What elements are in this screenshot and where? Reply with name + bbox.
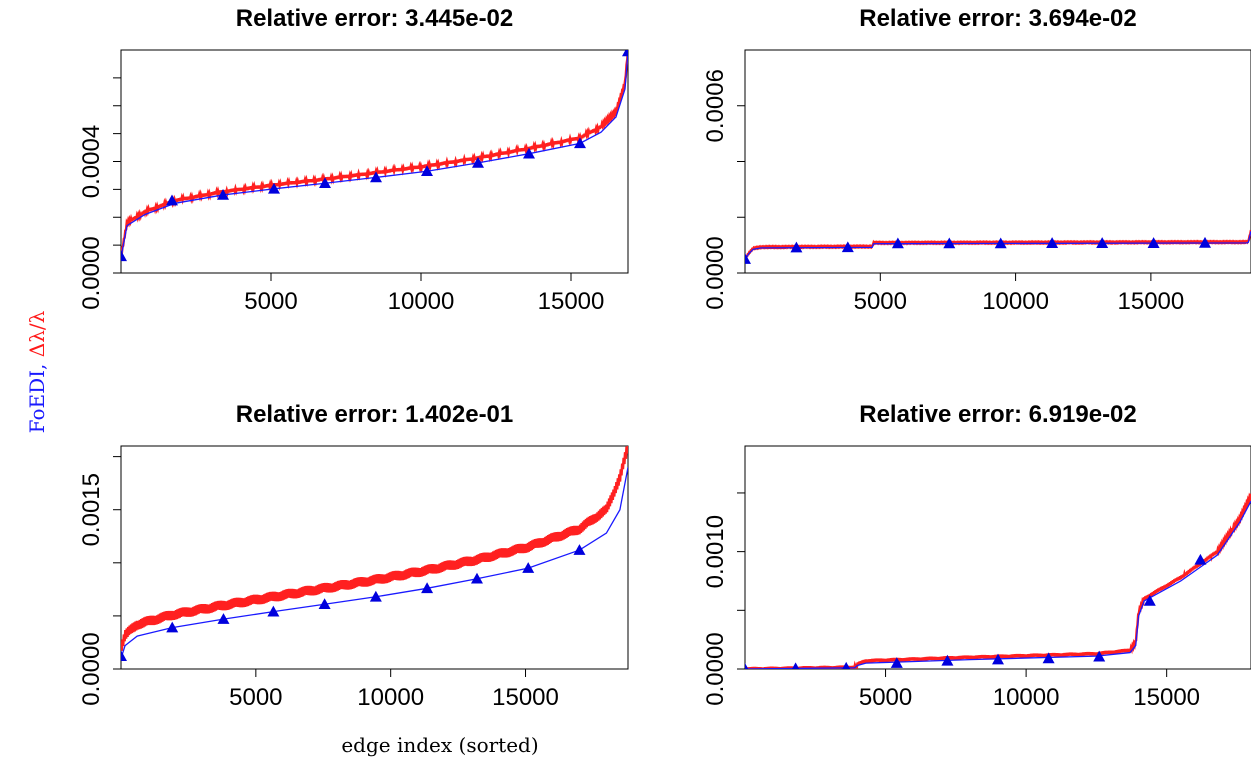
foedi-marker (523, 147, 535, 159)
chart-panel: Relative error: 1.402e-01 5000 10000 15000 0… (78, 401, 629, 711)
foedi-marker (745, 253, 751, 264)
x-tick-label: 10000 (357, 684, 424, 711)
foedi-marker (166, 194, 178, 206)
x-axis-label: edge index (sorted) (341, 733, 538, 757)
x-tick-label: 5000 (229, 684, 282, 711)
chart-title: Relative error: 3.694e-02 (859, 5, 1137, 32)
foedi-marker (370, 171, 382, 183)
foedi-series-line (745, 500, 1251, 669)
foedi-marker (790, 241, 803, 253)
y-axis-label: FoEDI, Δλ/λ (25, 310, 49, 433)
plot-frame (744, 445, 1251, 670)
chart-title: Relative error: 1.402e-01 (236, 401, 514, 428)
foedi-marker (1046, 237, 1059, 248)
foedi-marker (470, 572, 483, 584)
foedi-marker (318, 598, 331, 610)
foedi-marker (421, 165, 433, 177)
foedi-marker (1042, 652, 1055, 664)
foedi-marker (217, 188, 229, 200)
y-axis-label-part: FoEDI, (25, 357, 49, 433)
y-tick-label: 0.0010 (702, 515, 729, 588)
foedi-marker (267, 605, 280, 617)
delta-lambda-series-line (745, 492, 1251, 669)
delta-lambda-series-line (121, 50, 628, 256)
foedi-series-line (121, 467, 628, 659)
foedi-marker (1147, 237, 1160, 248)
foedi-marker (121, 650, 127, 662)
foedi-marker (1199, 236, 1211, 248)
foedi-series-line (121, 51, 628, 258)
foedi-marker (166, 621, 179, 633)
foedi-marker (574, 137, 586, 149)
foedi-marker (573, 544, 586, 555)
plot-frame (120, 49, 629, 274)
y-tick-label: 0.0000 (78, 236, 105, 309)
x-tick-label: 15000 (1133, 684, 1200, 711)
chart-panel: Relative error: 3.445e-02 5000 10000 15000 0… (78, 5, 629, 315)
delta-lambda-series-line (121, 446, 628, 651)
x-tick-label: 15000 (492, 684, 559, 711)
foedi-marker (369, 590, 382, 602)
foedi-marker (992, 653, 1004, 665)
foedi-marker (522, 562, 535, 573)
foedi-marker (891, 237, 904, 249)
foedi-marker (941, 654, 954, 666)
x-tick-label: 10000 (388, 288, 455, 315)
foedi-marker (994, 237, 1007, 249)
foedi-marker (890, 657, 903, 668)
y-tick-label: 0.0000 (78, 632, 105, 705)
chart-title: Relative error: 6.919e-02 (859, 401, 1137, 428)
x-tick-label: 5000 (859, 684, 912, 711)
y-tick-label: 0.0000 (702, 236, 729, 309)
foedi-marker (943, 237, 956, 249)
foedi-series-line (745, 231, 1251, 260)
x-tick-label: 15000 (538, 288, 605, 315)
foedi-marker (622, 50, 628, 57)
chart-panel: Relative error: 6.919e-02 5000 10000 15000 0… (702, 401, 1251, 711)
foedi-marker (791, 662, 800, 669)
foedi-marker (472, 156, 484, 168)
x-tick-label: 5000 (244, 288, 297, 315)
x-tick-label: 10000 (982, 288, 1049, 315)
foedi-marker (217, 613, 230, 624)
x-tick-label: 5000 (854, 288, 907, 315)
foedi-marker (1143, 594, 1156, 606)
x-tick-label: 10000 (993, 684, 1060, 711)
x-tick-label: 15000 (1118, 288, 1185, 315)
foedi-marker (745, 663, 749, 669)
foedi-marker (1096, 237, 1109, 248)
foedi-marker (841, 241, 854, 253)
foedi-marker (1194, 553, 1207, 565)
y-tick-label: 0.0004 (78, 125, 105, 198)
foedi-marker (121, 250, 127, 262)
chart-panel: Relative error: 3.694e-02 5000 10000 15000 0… (702, 5, 1251, 315)
chart-title: Relative error: 3.445e-02 (236, 5, 514, 32)
foedi-marker (268, 182, 280, 194)
plot-frame (744, 49, 1251, 274)
y-tick-label: 0.0000 (702, 632, 729, 705)
plot-frame (120, 445, 629, 670)
y-tick-label: 0.0015 (78, 473, 105, 546)
foedi-marker (421, 582, 434, 594)
y-tick-label: 0.0006 (702, 69, 729, 142)
foedi-marker (842, 661, 851, 669)
y-axis-label-part: Δλ/λ (25, 310, 49, 357)
foedi-marker (1093, 650, 1106, 662)
foedi-marker (319, 177, 331, 189)
